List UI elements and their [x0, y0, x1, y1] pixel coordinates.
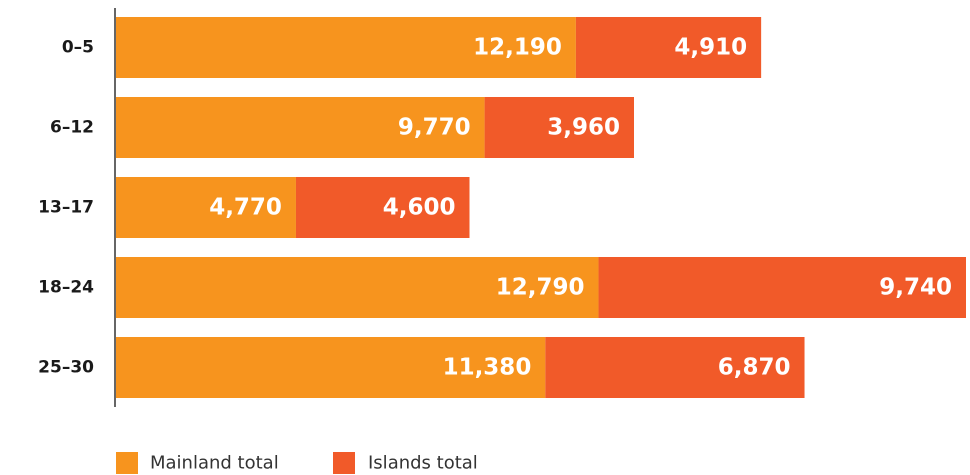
data-label: 4,770	[209, 195, 282, 221]
category-label: 6–12	[50, 118, 94, 138]
data-label: 9,770	[398, 115, 471, 141]
data-label: 12,190	[473, 35, 562, 61]
data-label: 11,380	[443, 355, 532, 381]
bar-islands-total	[295, 177, 470, 238]
bar-mainland-total	[116, 177, 296, 238]
data-label: 3,960	[547, 115, 620, 141]
category-label: 25–30	[38, 358, 94, 378]
bar-mainland-total	[116, 337, 546, 398]
data-label: 4,600	[383, 195, 456, 221]
category-label: 18–24	[38, 278, 94, 298]
data-label: 9,740	[879, 275, 952, 301]
category-label: 13–17	[38, 198, 94, 218]
bar-islands-total	[575, 17, 762, 78]
legend: Mainland total Islands total	[116, 452, 478, 474]
bar-islands-total	[484, 97, 634, 158]
category-labels: 0–5 6–12 13–17 18–24 25–30	[38, 38, 94, 378]
bar-islands-total	[598, 257, 966, 318]
legend-swatch-islands-total	[333, 452, 355, 474]
data-label: 6,870	[718, 355, 791, 381]
data-label: 12,790	[496, 275, 585, 301]
category-label: 0–5	[62, 38, 94, 58]
legend-label: Islands total	[368, 453, 478, 474]
bar-mainland-total	[116, 17, 576, 78]
bar-mainland-total	[116, 257, 599, 318]
bar-islands-total	[545, 337, 805, 398]
bar-mainland-total	[116, 97, 485, 158]
bars-layer: 12,190 4,910 9,770 3,960 4,770 4,600 12,790 9,7…	[116, 17, 966, 398]
legend-label: Mainland total	[150, 453, 279, 474]
legend-swatch-mainland-total	[116, 452, 138, 474]
data-label: 4,910	[674, 35, 747, 61]
